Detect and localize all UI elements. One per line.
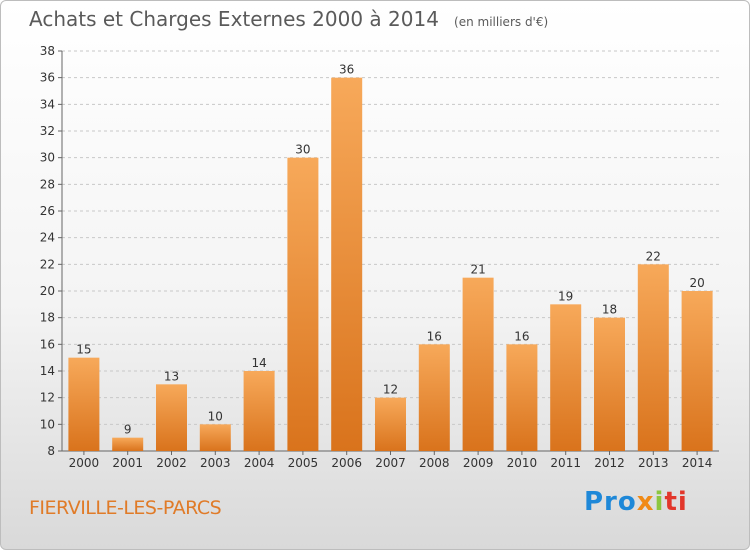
x-tick-label: 2012 [594,456,625,470]
bar [199,424,231,451]
y-tick-label: 8 [47,444,55,458]
chart-title-block: Achats et Charges Externes 2000 à 2014 (… [29,7,548,31]
bar [637,264,669,451]
data-label: 16 [427,329,442,343]
bars [68,77,713,452]
proxiti-logo: Proxiti [584,487,688,517]
data-label: 18 [602,303,617,317]
bar [112,437,144,451]
x-tick-label: 2010 [507,456,538,470]
y-tick-label: 38 [40,44,55,58]
data-label: 15 [76,343,91,357]
x-tick-label: 2014 [682,456,713,470]
bar [681,291,713,451]
data-label: 22 [646,249,661,263]
chart-title: Achats et Charges Externes 2000 à 2014 [29,7,439,31]
y-tick-label: 14 [40,364,55,378]
data-labels: 15 9 13 10 14 30 36 12 16 21 16 19 18 22 20 [76,63,704,437]
data-label: 12 [383,383,398,397]
logo-part: x [636,487,655,517]
y-tick-label: 18 [40,311,55,325]
data-label: 36 [339,63,354,77]
x-tick-label: 2006 [331,456,362,470]
data-label: 10 [208,409,223,423]
bar [375,397,406,451]
data-label: 30 [295,143,310,157]
y-tick-label: 26 [40,204,55,218]
logo-part: Pro [584,487,637,517]
x-tick-label: 2000 [69,456,100,470]
x-tick-label: 2004 [244,456,275,470]
bar [550,304,582,451]
x-tick-label: 2009 [463,456,494,470]
tick-labels: 8 10 12 14 16 18 20 22 24 26 28 30 32 34 36 38 2000 2001 2… [40,44,713,470]
y-tick-label: 22 [40,257,55,271]
bar [418,344,450,451]
bar [156,384,187,451]
chart-unit: (en milliers d'€) [454,15,549,29]
data-label: 13 [164,369,179,383]
y-tick-label: 32 [40,124,55,138]
logo-part: ti [664,487,688,517]
logo-part: i [654,487,665,517]
y-tick-label: 10 [40,417,55,431]
x-tick-label: 2001 [112,456,143,470]
bar [594,317,625,451]
x-tick-label: 2013 [638,456,669,470]
y-tick-label: 30 [40,151,55,165]
bar [462,277,494,451]
bar [506,344,538,451]
x-tick-label: 2007 [375,456,406,470]
y-tick-label: 24 [40,231,55,245]
data-label: 21 [470,263,485,277]
y-tick-label: 36 [40,71,55,85]
y-tick-label: 28 [40,177,55,191]
location-name: FIERVILLE-LES-PARCS [29,497,222,519]
data-label: 20 [689,276,704,290]
data-label: 19 [558,289,573,303]
data-label: 9 [124,423,132,437]
data-label: 14 [251,356,266,370]
data-label: 16 [514,329,529,343]
x-tick-label: 2011 [550,456,581,470]
y-tick-label: 12 [40,391,55,405]
bar [331,77,363,452]
bar [243,371,275,451]
y-tick-label: 20 [40,284,55,298]
bar [68,357,100,451]
y-tick-label: 16 [40,337,55,351]
x-tick-label: 2003 [200,456,231,470]
y-tick-label: 34 [40,97,55,111]
bar [287,157,319,451]
x-tick-label: 2005 [288,456,319,470]
x-tick-label: 2002 [156,456,187,470]
x-tick-label: 2008 [419,456,450,470]
